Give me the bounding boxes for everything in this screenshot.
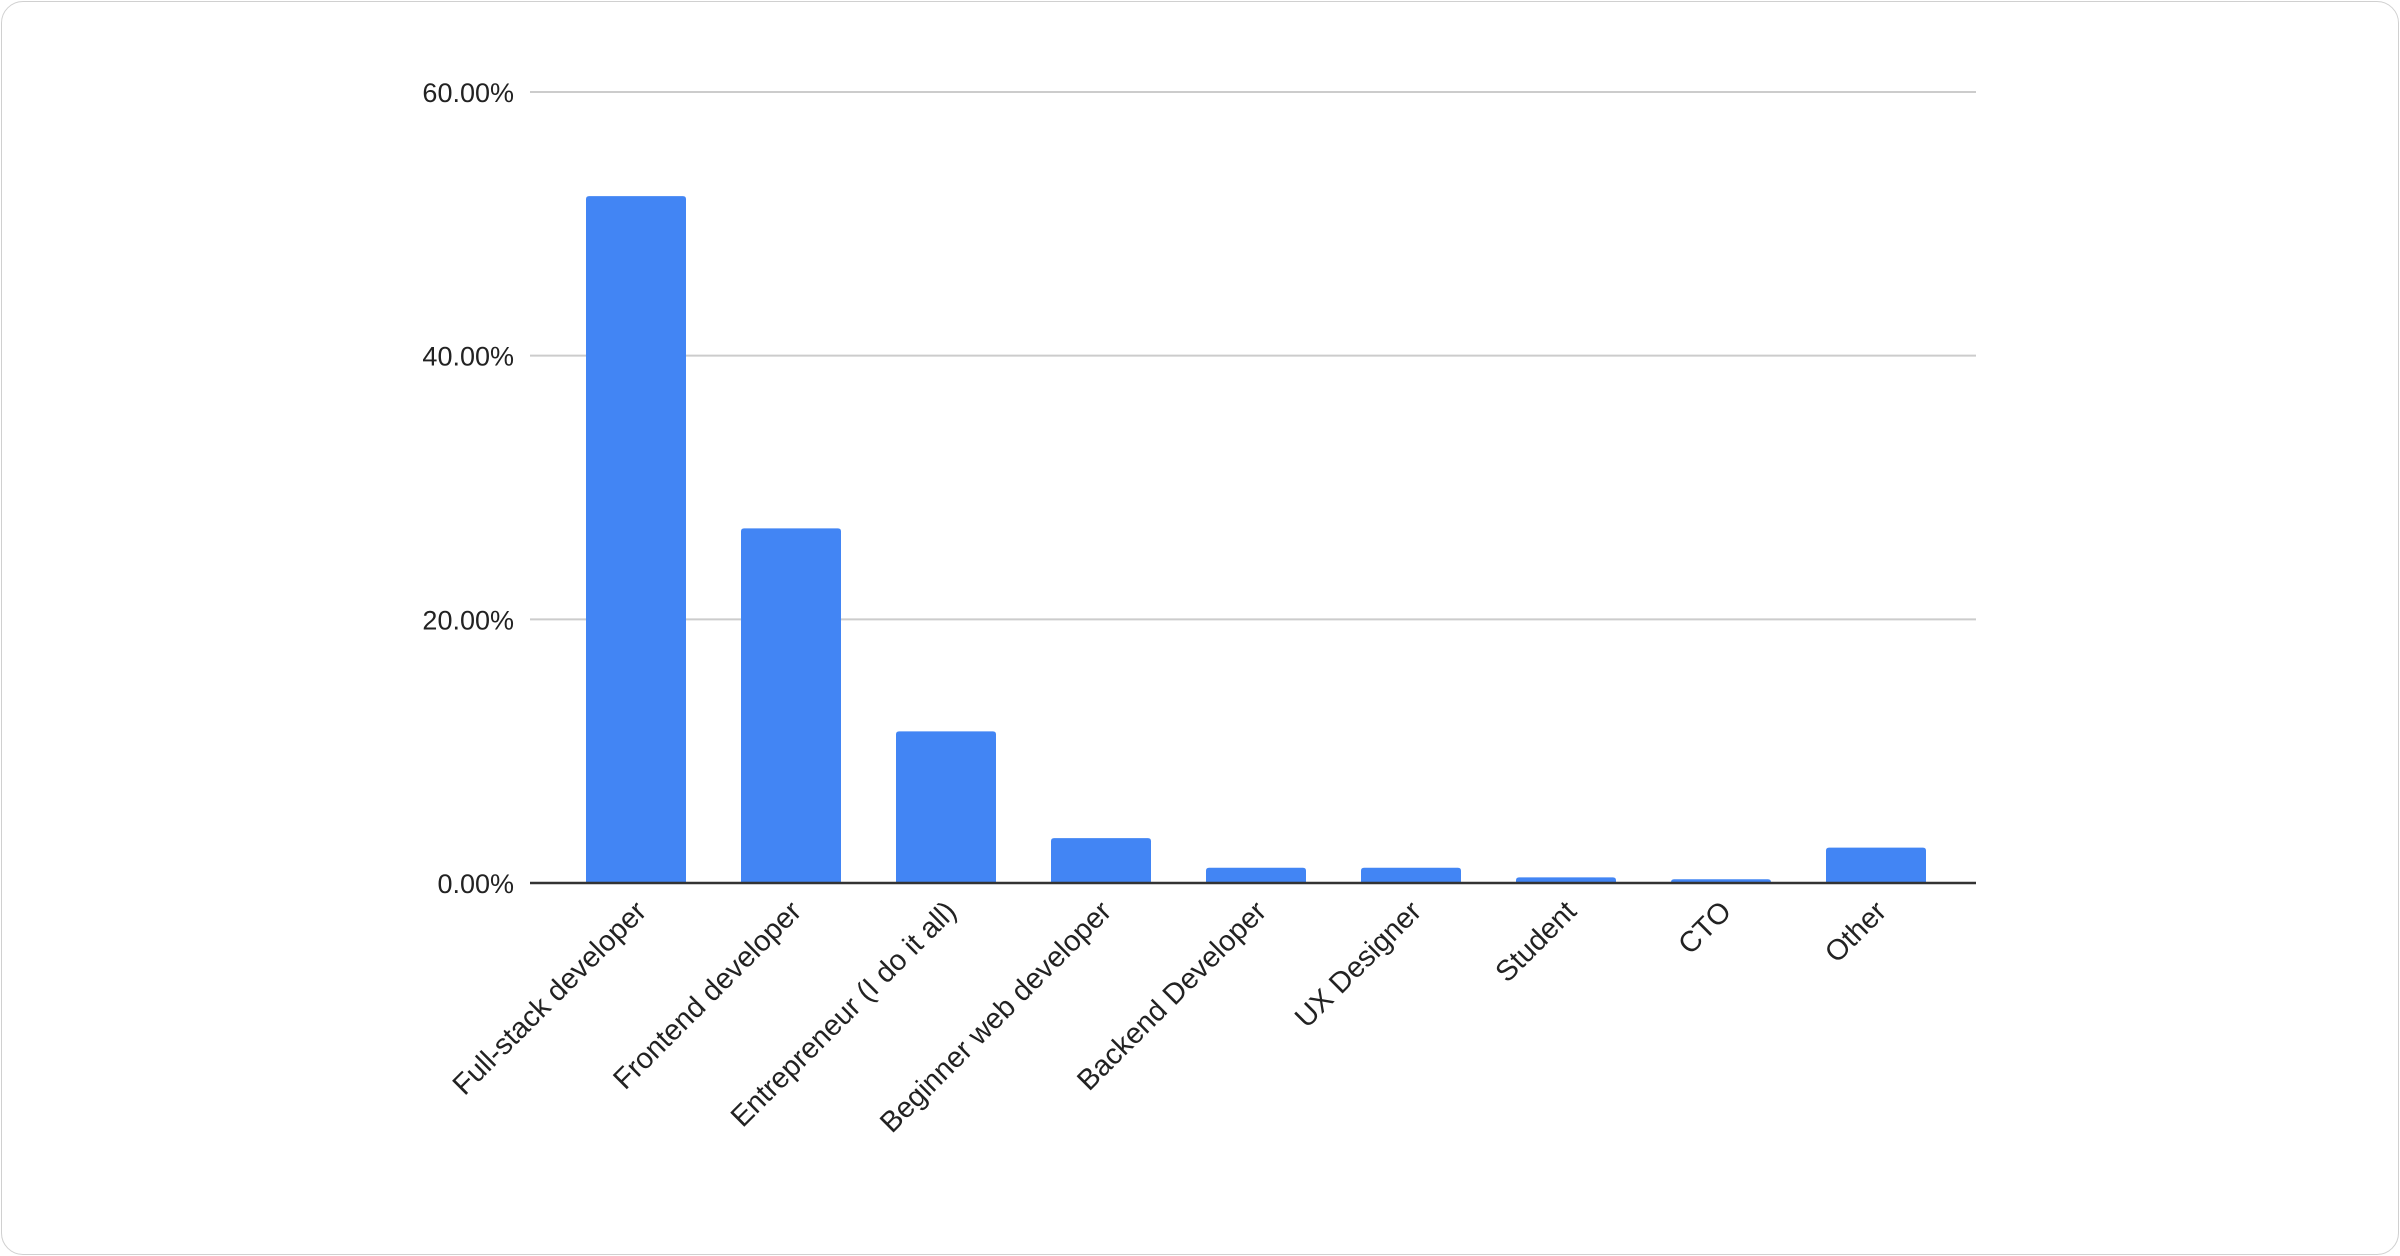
x-category-label: Student (1490, 895, 1583, 988)
bar (1361, 867, 1461, 883)
bar (896, 731, 996, 883)
x-category-label: Other (1819, 895, 1893, 969)
x-category-label: CTO (1672, 895, 1738, 961)
bar (1206, 867, 1306, 883)
y-tick-label: 40.00% (422, 342, 514, 372)
bar (1826, 847, 1926, 883)
bar (1516, 877, 1616, 883)
bar (741, 528, 841, 883)
x-category-label: UX Designer (1289, 895, 1428, 1034)
bar (1051, 838, 1151, 883)
y-tick-label: 20.00% (422, 605, 514, 635)
bar (586, 196, 686, 884)
y-tick-label: 60.00% (422, 78, 514, 108)
y-tick-label: 0.00% (437, 869, 514, 899)
